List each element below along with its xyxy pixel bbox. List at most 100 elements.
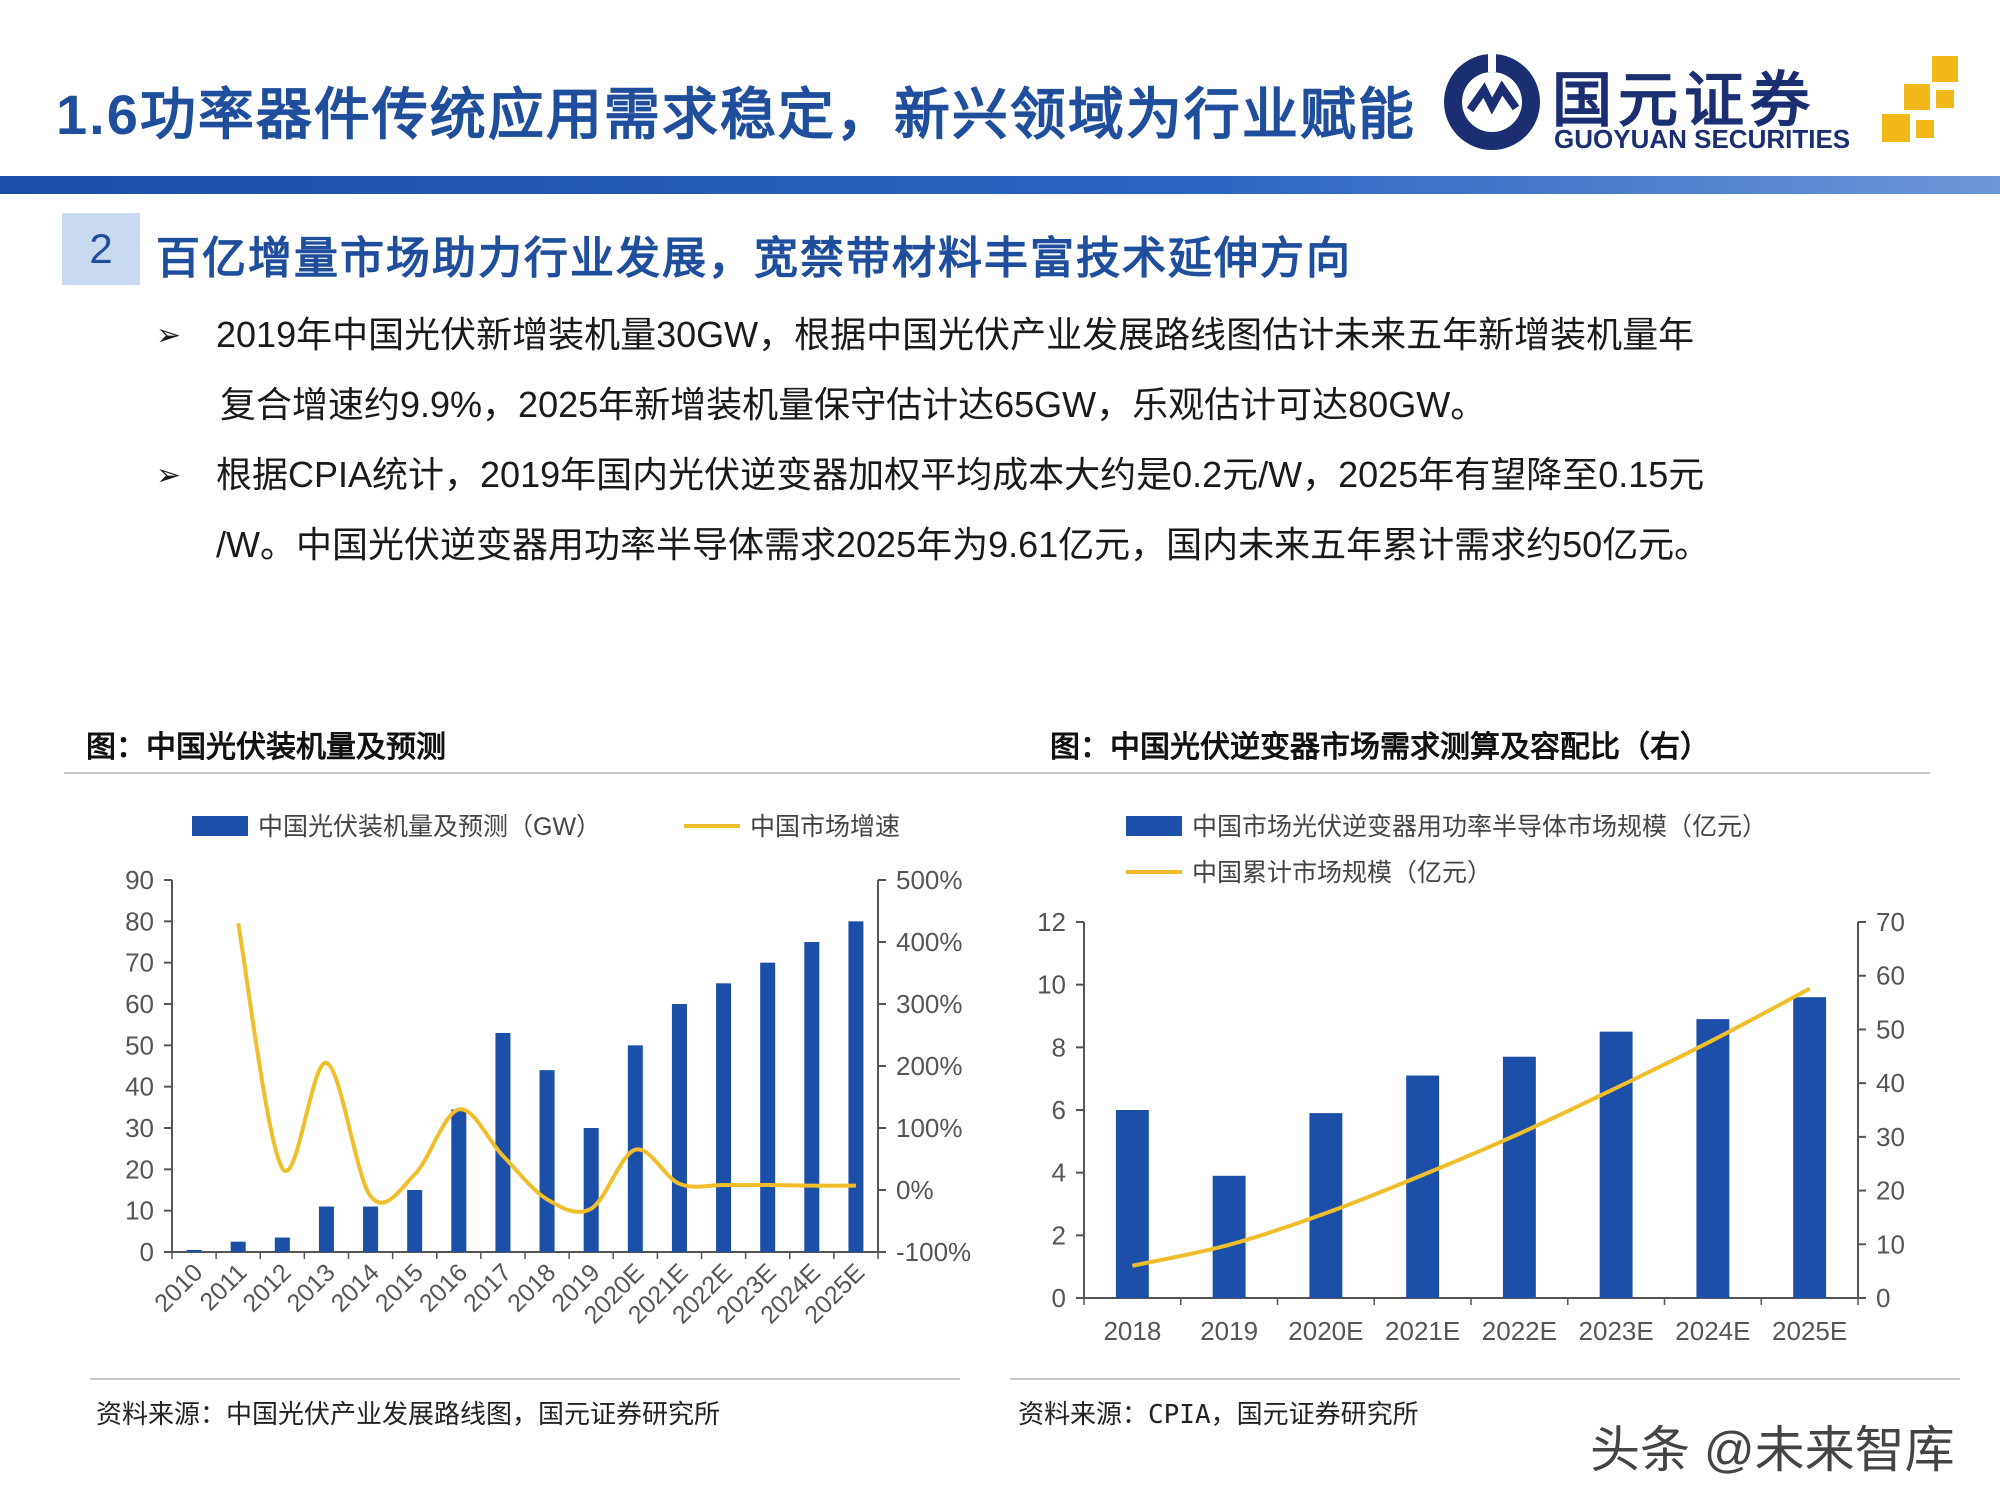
guoyuan-logo-icon <box>1444 52 1540 150</box>
bar-2017 <box>495 1032 511 1252</box>
bar-2022E <box>716 983 732 1252</box>
y2-tick-label: 100% <box>896 1113 963 1143</box>
x-tick-label: 2020E <box>1288 1316 1363 1346</box>
bar-2021E <box>1406 1075 1440 1298</box>
bullet-arrow-icon: ➢ <box>156 319 182 352</box>
bar-2011 <box>230 1241 246 1252</box>
bar-2022E <box>1502 1056 1536 1298</box>
y-tick-label: 2 <box>1052 1220 1066 1250</box>
x-tick-label: 2022E <box>1482 1316 1557 1346</box>
y-tick-label: 8 <box>1052 1032 1066 1062</box>
legend-label: 中国光伏装机量及预测（GW） <box>258 813 601 841</box>
bar-2016 <box>451 1109 467 1252</box>
bar-2019 <box>583 1128 599 1252</box>
section-title: 百亿增量市场助力行业发展，宽禁带材料丰富技术延伸方向 <box>156 234 1352 283</box>
y2-tick-label: 50 <box>1876 1014 1905 1044</box>
y2-tick-label: 70 <box>1876 907 1905 937</box>
right-source-divider <box>1010 1378 1960 1380</box>
page-title: 1.6功率器件传统应用需求稳定，新兴领域为行业赋能 <box>56 83 1416 146</box>
x-tick-label: 2017 <box>458 1258 517 1317</box>
x-tick-label: 2025E <box>1772 1316 1847 1346</box>
y2-tick-label: 500% <box>896 865 963 895</box>
bar-2024E <box>804 942 820 1252</box>
right-figure-caption: 图：中国光伏逆变器市场需求测算及容配比（右） <box>1050 731 1710 764</box>
x-tick-label: 2014 <box>326 1258 385 1317</box>
y-tick-label: 6 <box>1052 1095 1066 1125</box>
y-tick-label: 4 <box>1052 1158 1066 1188</box>
legend-label: 中国市场增速 <box>750 813 900 841</box>
inverter-market-chart: 中国市场光伏逆变器用功率半导体市场规模（亿元） 中国累计市场规模（亿元） 0 2 4 6 8… <box>1037 813 1905 1346</box>
legend-bar-swatch <box>192 816 248 836</box>
bar-2021E <box>671 1004 687 1252</box>
y-tick-label: 60 <box>125 989 154 1019</box>
x-tick-label: 2010 <box>149 1258 208 1317</box>
y-tick-label: 12 <box>1037 907 1066 937</box>
bar-2013 <box>318 1206 334 1252</box>
y-tick-label: 70 <box>125 948 154 978</box>
y-tick-label: 50 <box>125 1030 154 1060</box>
bar-2018 <box>1115 1110 1149 1298</box>
x-tick-label: 2019 <box>1200 1316 1258 1346</box>
watermark: 头条 @未来智库 <box>1590 1422 1955 1478</box>
y2-tick-label: 30 <box>1876 1122 1905 1152</box>
bar-2025E <box>1793 997 1827 1298</box>
left-figure-source: 资料来源：中国光伏产业发展路线图，国元证券研究所 <box>96 1400 721 1430</box>
y2-tick-label: -100% <box>896 1237 971 1267</box>
bar-2024E <box>1696 1019 1730 1298</box>
bullet-2-line-1: 根据CPIA统计，2019年国内光伏逆变器加权平均成本大约是0.2元/W，202… <box>216 454 1705 495</box>
y-tick-label: 40 <box>125 1072 154 1102</box>
x-tick-label: 2024E <box>1675 1316 1750 1346</box>
logo-english-name: GUOYUAN SECURITIES <box>1554 124 1851 154</box>
logo-squares-icon <box>1882 56 1958 142</box>
bar-2012 <box>274 1237 290 1252</box>
caption-divider <box>64 772 1930 774</box>
y-tick-label: 0 <box>1052 1283 1066 1313</box>
bullet-1-line-2: 复合增速约9.9%，2025年新增装机量保守估计达65GW，乐观估计可达80GW… <box>220 384 1487 425</box>
series-line-right <box>1131 986 1811 1268</box>
x-tick-label: 2013 <box>282 1258 341 1317</box>
legend-label: 中国累计市场规模（亿元） <box>1192 859 1492 887</box>
x-tick-label: 2015 <box>370 1258 429 1317</box>
left-figure-caption: 图：中国光伏装机量及预测 <box>86 731 446 764</box>
bar-2018 <box>539 1070 555 1252</box>
logo-chinese-name: 国元证券 <box>1552 67 1816 134</box>
y2-tick-label: 200% <box>896 1051 963 1081</box>
bar-2010 <box>186 1249 202 1252</box>
bar-2015 <box>407 1190 423 1252</box>
left-source-divider <box>90 1378 960 1380</box>
y2-tick-label: 300% <box>896 989 963 1019</box>
y2-tick-label: 0 <box>1876 1283 1890 1313</box>
y-tick-label: 30 <box>125 1113 154 1143</box>
company-logo: 国元证券 GUOYUAN SECURITIES <box>1440 50 1980 160</box>
y-tick-label: 10 <box>125 1196 154 1226</box>
section-number: 2 <box>62 213 140 285</box>
x-tick-label: 2012 <box>237 1258 296 1317</box>
x-tick-label: 2018 <box>502 1258 561 1317</box>
bar-2014 <box>363 1206 379 1252</box>
x-tick-label: 2011 <box>195 1258 253 1316</box>
y2-tick-label: 40 <box>1876 1068 1905 1098</box>
y-tick-label: 10 <box>1037 970 1066 1000</box>
bar-2023E <box>760 962 776 1252</box>
legend-bar-swatch <box>1126 816 1182 836</box>
y-tick-label: 20 <box>125 1154 154 1184</box>
header-divider-band <box>0 176 2000 194</box>
y-tick-label: 90 <box>125 865 154 895</box>
y2-tick-label: 400% <box>896 927 963 957</box>
bar-2020E <box>1309 1113 1343 1298</box>
bullet-arrow-icon: ➢ <box>156 459 182 492</box>
y2-tick-label: 20 <box>1876 1176 1905 1206</box>
bar-2025E <box>848 921 864 1252</box>
bar-2023E <box>1599 1031 1633 1298</box>
x-tick-label: 2021E <box>1385 1316 1460 1346</box>
x-tick-label: 2016 <box>414 1258 473 1317</box>
bullet-1-line-1: 2019年中国光伏新增装机量30GW，根据中国光伏产业发展路线图估计未来五年新增… <box>216 314 1695 355</box>
y2-tick-label: 60 <box>1876 961 1905 991</box>
right-figure-source: 资料来源：CPIA，国元证券研究所 <box>1018 1400 1419 1430</box>
bullet-2-line-2: /W。中国光伏逆变器用功率半导体需求2025年为9.61亿元，国内未来五年累计需… <box>216 524 1711 565</box>
x-tick-label: 2018 <box>1103 1316 1161 1346</box>
y2-tick-label: 10 <box>1876 1229 1905 1259</box>
bar-2019 <box>1212 1175 1246 1298</box>
y-tick-label: 0 <box>140 1237 154 1267</box>
y2-tick-label: 0% <box>896 1175 934 1205</box>
